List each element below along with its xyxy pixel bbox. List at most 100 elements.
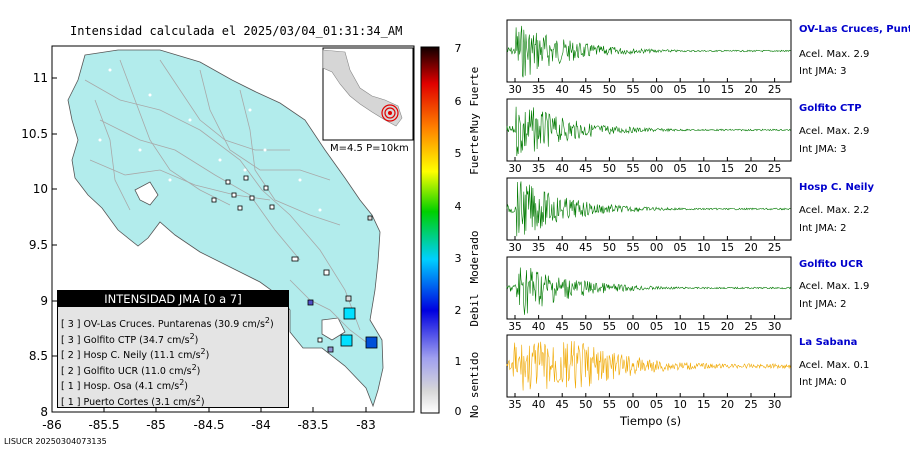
waveform-tick-label: 45	[579, 84, 593, 96]
waveform-tick-label: 50	[579, 321, 593, 333]
waveform-tick-label: 15	[697, 399, 711, 411]
waveform-trace	[506, 106, 791, 157]
legend-item-close: )	[196, 365, 201, 377]
inset-caption: M=4.5 P=10km	[330, 143, 409, 154]
station-acel: Acel. Max. 0.1	[799, 360, 870, 371]
colorbar-number: 2	[454, 304, 462, 317]
waveform-tick-label: 35	[531, 242, 546, 254]
legend-item: [ 2 ] Golfito UCR (11.0 cm/s2)	[61, 360, 288, 377]
waveform-tick-label: 50	[602, 163, 617, 175]
waveform-tick-label: 55	[626, 84, 640, 96]
lat-tick-label: 9.5	[28, 238, 48, 252]
waveform-tick-label: 05	[649, 399, 664, 411]
waveform-tick-label: 20	[744, 84, 758, 96]
legend-item-sup: 2	[189, 331, 195, 341]
waveform-tick-label: 10	[697, 242, 711, 254]
legend-item-int: [ 1 ]	[61, 396, 81, 408]
lon-tick-label: -85.5	[88, 418, 120, 432]
station-squares	[211, 175, 378, 353]
legend-item-close: )	[194, 334, 199, 346]
waveform-tick-label: 10	[673, 321, 687, 333]
station-name: Golfito UCR	[799, 259, 864, 270]
map-title: Intensidad calculada el 2025/03/04_01:31…	[70, 24, 403, 38]
waveform-tick-label: 10	[697, 163, 711, 175]
lat-tick-label: 9	[40, 294, 48, 308]
waveform-trace	[506, 25, 791, 78]
legend-item-close: )	[200, 396, 205, 408]
waveform-tick-label: 00	[649, 163, 664, 175]
waveform-trace	[506, 181, 791, 237]
legend-item: [ 1 ] Hosp. Osa (4.1 cm/s2)	[61, 375, 288, 393]
legend-item-int: [ 3 ]	[61, 334, 81, 346]
waveform-tick-label: 30	[508, 242, 522, 254]
lat-tick-label: 8	[40, 405, 48, 419]
waveform-tick-label: 45	[555, 399, 569, 411]
colorbar-number: 0	[454, 405, 462, 418]
waveform-tick-label: 25	[767, 163, 782, 175]
waveform-tick-label: 40	[555, 242, 569, 254]
legend-item-name: Puerto Cortes (3.1 cm/s	[83, 396, 196, 408]
legend-item-name: Golfito CTP (34.7 cm/s	[83, 334, 190, 346]
epicenter-marker	[388, 111, 392, 115]
colorbar-number: 6	[454, 95, 462, 108]
waveform-tick-label: 15	[720, 163, 735, 175]
waveform-tick-label: 15	[720, 84, 735, 96]
legend-item: [ 1 ] Puerto Cortes (3.1 cm/s2)	[61, 391, 288, 408]
lon-tick-label: -84	[251, 418, 271, 432]
time-axis-label: Tiempo (s)	[620, 414, 682, 428]
legend-item-int: [ 3 ]	[61, 319, 81, 331]
legend-item-sup: 2	[179, 378, 185, 387]
station-name: Golfito CTP	[799, 103, 862, 114]
waveform-tick-label: 00	[626, 399, 640, 411]
golfo-dulce	[321, 317, 346, 341]
waveform-tick-label: 50	[602, 242, 617, 254]
legend-item-sup: 2	[264, 316, 270, 325]
waveform-tick-label: 40	[555, 84, 569, 96]
waveform-tick-label: 35	[508, 321, 522, 333]
waveform-tick-label: 20	[720, 399, 735, 411]
footer-id: LISUCR 20250304073135	[4, 437, 107, 446]
legend-item-sup: 2	[191, 362, 197, 372]
waveform-tick-label: 30	[767, 321, 782, 333]
legend-item-name: Hosp. Osa (4.1 cm/s	[83, 381, 180, 393]
waveform-tick-label: 25	[767, 84, 782, 96]
legend-item-int: [ 2 ]	[61, 350, 81, 362]
lon-tick-label: -86	[42, 418, 62, 432]
station-acel: Acel. Max. 1.9	[799, 281, 870, 292]
station-int: Int JMA: 2	[799, 299, 847, 310]
colorbar-number: 5	[454, 147, 462, 160]
station-name: La Sabana	[799, 337, 858, 348]
waveform-tick-label: 00	[649, 84, 664, 96]
lat-tick-label: 10.5	[21, 127, 48, 141]
waveform-tick-label: 55	[626, 242, 640, 254]
legend-item-close: )	[205, 350, 210, 362]
station-acel: Acel. Max. 2.9	[799, 126, 870, 137]
lon-tick-label: -85	[146, 418, 166, 432]
waveform-tick-label: 00	[626, 321, 640, 333]
waveform-tick-label: 05	[673, 84, 687, 96]
lat-tick-label: 8.5	[28, 349, 48, 363]
waveform-tick-label: 55	[626, 163, 640, 175]
waveform-tick-label: 55	[602, 399, 617, 411]
intensity-colorbar	[420, 46, 440, 414]
waveform-trace	[506, 341, 791, 391]
legend-item: [ 3 ] OV-Las Cruces. Puntarenas (30.9 cm…	[61, 313, 288, 331]
waveform-tick-label: 15	[697, 321, 711, 333]
waveform-tick-label: 10	[673, 399, 687, 411]
waveform-tick-label: 35	[531, 84, 546, 96]
legend-item-int: [ 1 ]	[61, 381, 81, 393]
station-int: Int JMA: 2	[799, 223, 847, 234]
legend-item-int: [ 2 ]	[61, 365, 81, 377]
legend-title: INTENSIDAD JMA [0 a 7]	[58, 291, 288, 307]
waveform-tick-label: 10	[697, 84, 711, 96]
legend-item: [ 2 ] Hosp C. Neily (11.1 cm/s2)	[61, 344, 288, 362]
station-int: Int JMA: 3	[799, 66, 847, 77]
lat-tick-label: 11	[32, 71, 48, 85]
waveform-tick-label: 00	[649, 242, 664, 254]
waveform-tick-label: 50	[579, 399, 593, 411]
waveform-tick-label: 05	[649, 321, 664, 333]
colorbar-number: 1	[454, 355, 462, 368]
station-acel: Acel. Max. 2.2	[799, 205, 870, 216]
road-network	[84, 59, 371, 346]
